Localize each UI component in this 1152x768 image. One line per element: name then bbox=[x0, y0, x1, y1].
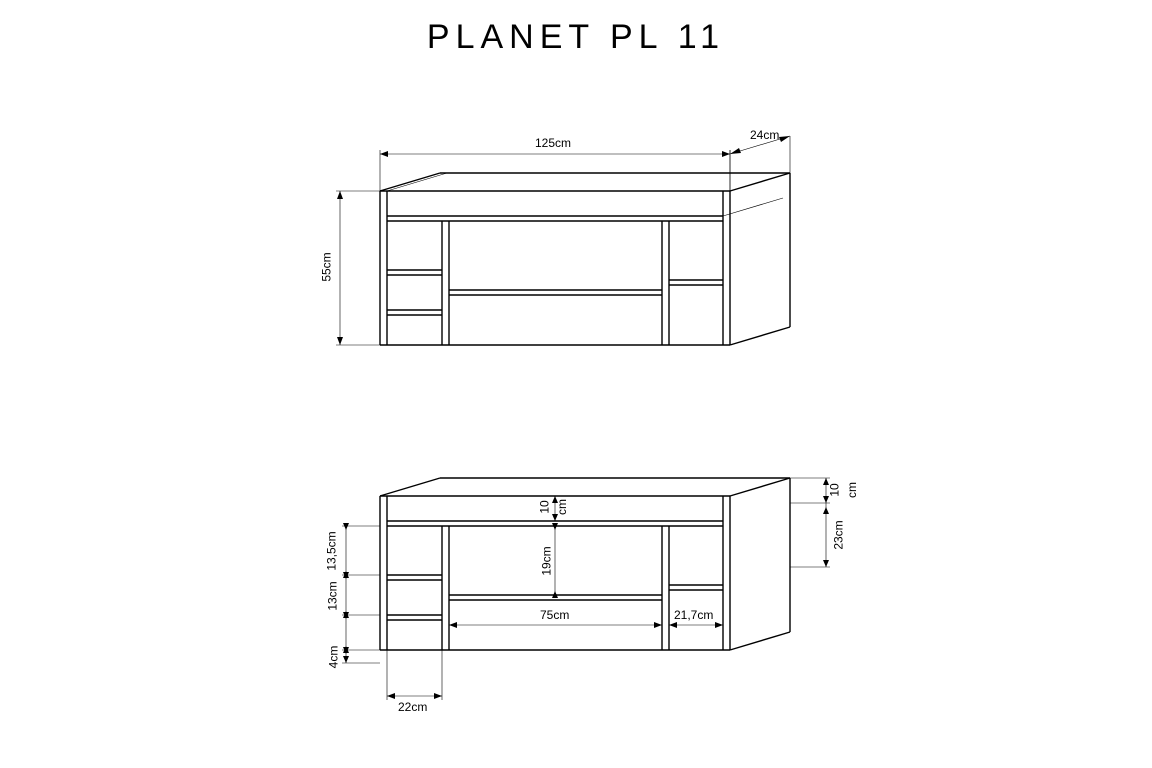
dim-top-reveal-unit: cm bbox=[555, 499, 569, 515]
dim-depth-label: 24cm bbox=[750, 128, 779, 142]
dim-right-col-label: 21,7cm bbox=[674, 608, 713, 622]
dim-center-gap-label: 19cm bbox=[540, 546, 554, 575]
dim-left-upper-label: 13,5cm bbox=[325, 531, 339, 570]
furniture-outline-2 bbox=[380, 478, 790, 650]
drawing-top-svg bbox=[300, 130, 860, 390]
dim-right-top-val: 10 bbox=[828, 483, 842, 496]
dim-left-col-label: 22cm bbox=[398, 700, 427, 714]
drawing-top: 125cm 24cm 55cm bbox=[300, 130, 860, 390]
drawing-bottom: 10 cm 19cm 75cm 21,7cm 10 cm 23cm 13,5cm… bbox=[300, 450, 880, 740]
dim-left-col bbox=[387, 650, 442, 700]
dim-left-offset-label: 4cm bbox=[326, 646, 340, 669]
dim-right-mid-label: 23cm bbox=[832, 520, 846, 549]
dim-height bbox=[336, 191, 380, 345]
dim-depth bbox=[730, 136, 790, 191]
furniture-outline bbox=[380, 173, 790, 345]
dim-center-width-label: 75cm bbox=[540, 608, 569, 622]
dim-width bbox=[380, 150, 730, 191]
dim-left-heights bbox=[342, 523, 380, 663]
dim-height-label: 55cm bbox=[320, 252, 334, 281]
drawing-bottom-svg bbox=[300, 450, 880, 740]
dim-right-heights bbox=[790, 478, 830, 567]
dim-right-top-unit: cm bbox=[845, 482, 859, 498]
page: PLANET PL 11 bbox=[0, 0, 1152, 768]
dim-left-lower-label: 13cm bbox=[326, 581, 340, 610]
dim-width-label: 125cm bbox=[535, 136, 571, 150]
dim-top-reveal-val: 10 bbox=[538, 500, 552, 513]
product-title: PLANET PL 11 bbox=[0, 18, 1152, 57]
